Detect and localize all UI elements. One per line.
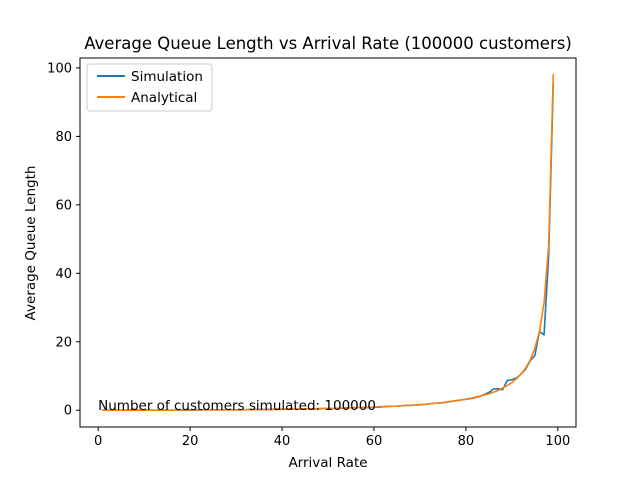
x-tick-label: 100: [545, 434, 570, 449]
y-tick-label: 0: [64, 404, 72, 419]
x-axis-label: Arrival Rate: [288, 455, 367, 471]
x-tick-label: 60: [366, 434, 383, 449]
legend-label-simulation: Simulation: [131, 69, 203, 85]
y-axis-label: Average Queue Length: [23, 166, 39, 321]
series-line-analytical: [101, 73, 555, 412]
x-tick-label: 80: [458, 434, 475, 449]
y-tick-label: 40: [55, 267, 72, 282]
legend-label-analytical: Analytical: [131, 90, 197, 106]
y-tick-label: 100: [47, 61, 72, 76]
y-tick-label: 60: [55, 198, 72, 213]
x-tick-label: 0: [94, 434, 102, 449]
plot-area: [79, 57, 577, 428]
legend: Simulation Analytical: [86, 63, 213, 112]
chart-title: Average Queue Length vs Arrival Rate (10…: [84, 34, 572, 53]
axes-frame: [79, 57, 577, 428]
y-tick-label: 80: [55, 130, 72, 145]
y-tick-label: 20: [55, 335, 72, 350]
x-tick-label: 40: [274, 434, 291, 449]
annotation-text: Number of customers simulated: 100000: [98, 398, 376, 414]
axis-ticks: 0 20 40 60 80 100 0 20 40 60 80 100: [47, 61, 570, 449]
x-tick-label: 20: [182, 434, 199, 449]
